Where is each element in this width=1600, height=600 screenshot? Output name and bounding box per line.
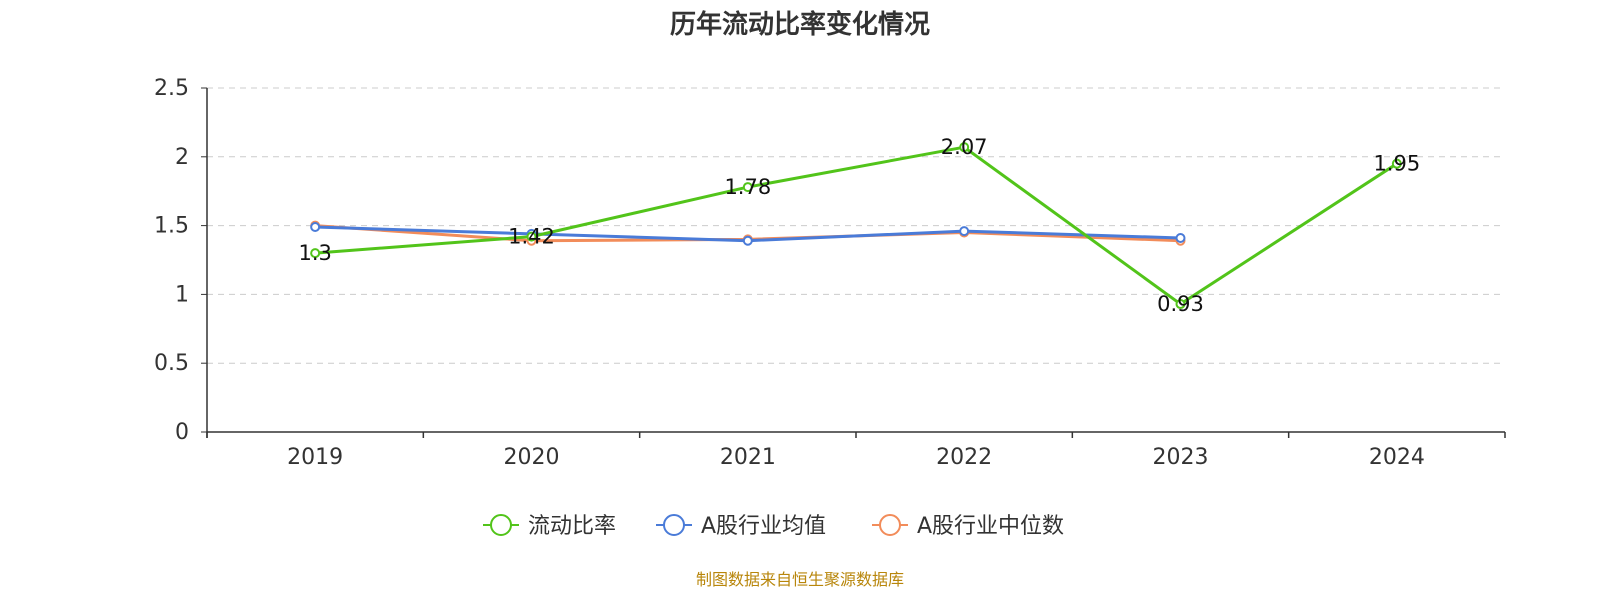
x-tick-label: 2022 (936, 445, 992, 470)
data-label: 1.95 (1373, 152, 1420, 176)
data-point (1175, 299, 1186, 310)
data-point (526, 231, 537, 242)
series-line (315, 145, 1398, 306)
data-point (742, 182, 753, 193)
data-label: 0.93 (1157, 292, 1204, 316)
series-lines (310, 142, 1402, 310)
data-point (742, 235, 753, 246)
x-tick-label: 2021 (720, 445, 776, 470)
legend-marker (879, 514, 901, 536)
legend-item[interactable]: A股行业中位数 (872, 514, 1064, 539)
y-tick-label: 2.5 (154, 76, 189, 101)
legend[interactable]: 流动比率 A股行业均值 A股行业中位数 (483, 514, 1064, 539)
y-tick-label: 0.5 (154, 351, 189, 376)
y-tick-label: 1 (175, 282, 189, 307)
x-tick-label: 2020 (504, 445, 560, 470)
data-point (959, 142, 970, 153)
data-label: 1.42 (508, 225, 555, 249)
legend-label: A股行业均值 (701, 514, 826, 539)
axes: 0 0.5 1 1.5 2 2.5 2019 2020 2021 2022 2023 2024 (154, 76, 1506, 470)
legend-item[interactable]: A股行业均值 (656, 514, 826, 539)
source-note: 制图数据来自恒生聚源数据库 (695, 570, 904, 589)
data-label: 1.3 (298, 241, 331, 265)
data-label: 2.07 (941, 135, 988, 159)
data-point (310, 221, 321, 232)
data-point (1175, 232, 1186, 243)
data-point (1391, 158, 1402, 169)
legend-item[interactable]: 流动比率 (483, 514, 616, 539)
x-tick-label: 2019 (287, 445, 343, 470)
data-point (959, 226, 970, 237)
legend-marker (490, 514, 512, 536)
grid-lines (207, 87, 1505, 364)
data-labels: 1.3 1.42 1.78 2.07 0.93 1.95 (298, 135, 1420, 316)
y-tick-label: 1.5 (154, 214, 189, 239)
legend-label: 流动比率 (528, 514, 616, 539)
data-point (310, 248, 321, 259)
legend-label: A股行业中位数 (917, 514, 1064, 539)
x-tick-label: 2023 (1153, 445, 1209, 470)
x-tick-label: 2024 (1369, 445, 1425, 470)
legend-marker (663, 514, 685, 536)
y-tick-label: 2 (175, 145, 189, 170)
chart-title: 历年流动比率变化情况 (669, 10, 930, 40)
data-label: 1.78 (724, 175, 771, 199)
y-tick-label: 0 (175, 420, 189, 445)
